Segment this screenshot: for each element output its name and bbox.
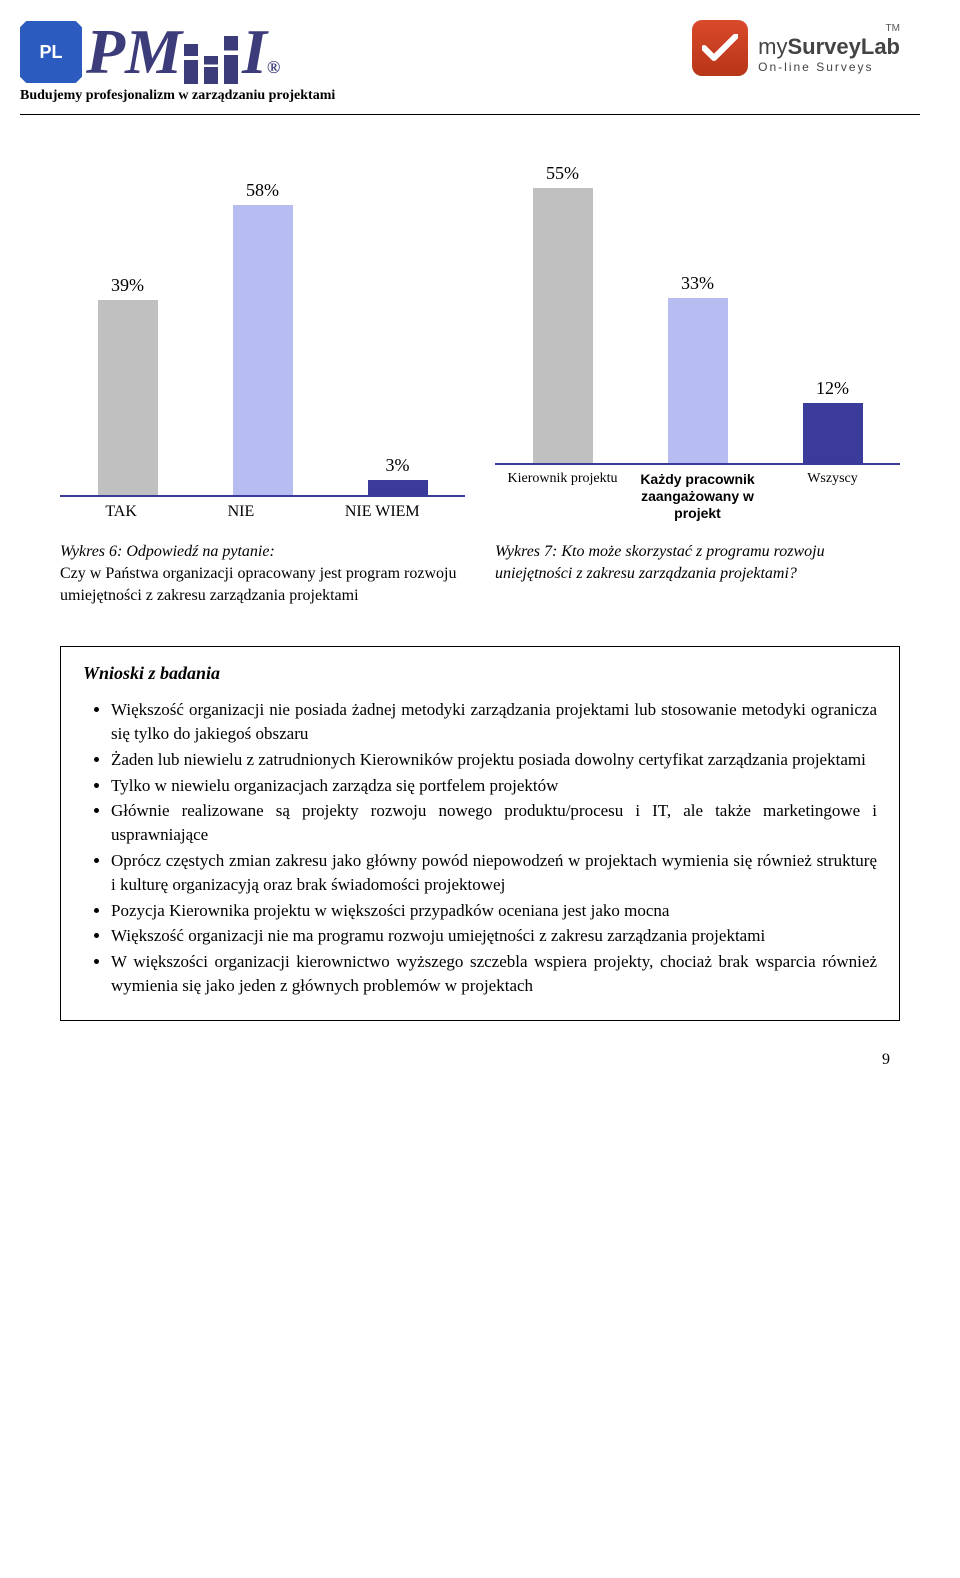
xaxis-label: Kierownik projektu	[498, 471, 628, 521]
bar: 55%	[533, 163, 593, 463]
chart-left: 39% 58% 3% TAK NIE NIE WIEM	[60, 177, 465, 521]
tagline-text: Budujemy profesjonalizm w zarządzaniu pr…	[20, 88, 335, 104]
bar-value-label: 39%	[111, 275, 144, 296]
bar: 12%	[803, 378, 863, 463]
chart-right-xaxis: Kierownik projektuKażdy pracownik zaanga…	[495, 471, 900, 521]
chart-left-area: 39% 58% 3%	[60, 177, 465, 497]
list-item: Większość organizacji nie posiada żadnej…	[111, 698, 877, 746]
xaxis-label: NIE	[228, 503, 255, 521]
mysurveylab-logo: TM mySurveyLab On-line Surveys	[692, 20, 900, 76]
list-item: Większość organizacji nie ma programu ro…	[111, 924, 877, 948]
bar: 3%	[368, 455, 428, 495]
bar-value-label: 3%	[386, 455, 410, 476]
bar-rect	[533, 188, 593, 463]
list-item: Pozycja Kierownika projektu w większości…	[111, 899, 877, 923]
bar-rect	[803, 403, 863, 463]
captions-row: Wykres 6: Odpowiedź na pytanie: Czy w Pa…	[0, 531, 960, 626]
bar-value-label: 33%	[681, 273, 714, 294]
xaxis-label: Każdy pracownik zaangażowany w projekt	[633, 471, 763, 521]
bar-value-label: 58%	[246, 180, 279, 201]
list-item: Głównie realizowane są projekty rozwoju …	[111, 799, 877, 847]
pmi-logo-block: PL PM I® Budujemy profesjonalizm w zarzą…	[20, 20, 335, 104]
bar-rect	[233, 205, 293, 495]
mysurveylab-icon	[692, 20, 748, 76]
xaxis-label: NIE WIEM	[345, 503, 420, 521]
list-item: Żaden lub niewielu z zatrudnionych Kiero…	[111, 748, 877, 772]
page-header: PL PM I® Budujemy profesjonalizm w zarzą…	[0, 0, 960, 114]
bar-rect	[668, 298, 728, 463]
pmi-letters-icon: PM I®	[86, 20, 278, 84]
box-title: Wnioski z badania	[83, 663, 877, 684]
chart-left-caption: Wykres 6: Odpowiedź na pytanie: Czy w Pa…	[60, 541, 465, 606]
caption-title: Wykres 7: Kto może skorzystać z programu…	[495, 543, 825, 582]
charts-row: 39% 58% 3% TAK NIE NIE WIEM 55% 33% 12% Kierow…	[0, 115, 960, 531]
conclusions-list: Większość organizacji nie posiada żadnej…	[83, 698, 877, 998]
conclusions-box: Wnioski z badania Większość organizacji …	[60, 646, 900, 1021]
bar-value-label: 12%	[816, 378, 849, 399]
bar-value-label: 55%	[546, 163, 579, 184]
chart-right-area: 55% 33% 12%	[495, 145, 900, 465]
xaxis-label: Wszyscy	[768, 471, 898, 521]
mysurveylab-name: mySurveyLab	[758, 34, 900, 60]
page-number: 9	[0, 1031, 960, 1069]
pl-badge-icon: PL	[20, 21, 82, 83]
chart-right: 55% 33% 12% Kierownik projektuKażdy pracow…	[495, 145, 900, 521]
chart-right-caption: Wykres 7: Kto może skorzystać z programu…	[495, 541, 900, 606]
mysurveylab-text: TM mySurveyLab On-line Surveys	[758, 23, 900, 74]
bar: 33%	[668, 273, 728, 463]
bar-rect	[98, 300, 158, 495]
list-item: W większości organizacji kierownictwo wy…	[111, 950, 877, 998]
caption-title: Wykres 6: Odpowiedź na pytanie:	[60, 543, 275, 560]
mysurveylab-subtitle: On-line Surveys	[758, 60, 900, 74]
bar: 39%	[98, 275, 158, 495]
xaxis-label: TAK	[105, 503, 137, 521]
chart-left-xaxis: TAK NIE NIE WIEM	[60, 503, 465, 521]
list-item: Tylko w niewielu organizacjach zarządza …	[111, 774, 877, 798]
pmi-logo: PL PM I®	[20, 20, 335, 84]
trademark-text: TM	[758, 23, 900, 34]
bar: 58%	[233, 180, 293, 495]
list-item: Oprócz częstych zmian zakresu jako główn…	[111, 849, 877, 897]
caption-body: Czy w Państwa organizacji opracowany jes…	[60, 565, 456, 604]
bar-rect	[368, 480, 428, 495]
